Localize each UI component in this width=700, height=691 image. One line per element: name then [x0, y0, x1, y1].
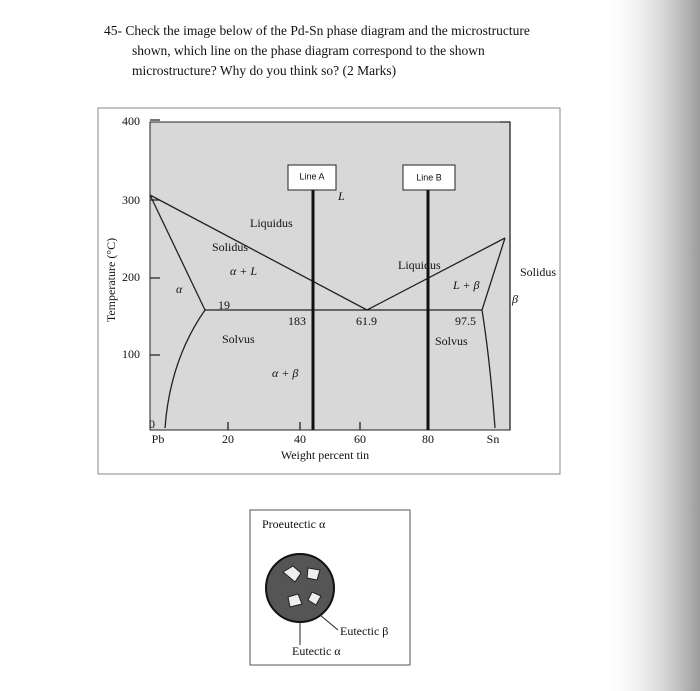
- eutectic-value: 97.5: [455, 314, 476, 328]
- question-line: microstructure? Why do you think so? (2 …: [132, 63, 396, 78]
- x-tick-label: 40: [294, 432, 306, 446]
- region-label: β: [511, 292, 518, 306]
- line-label: Line A: [299, 171, 324, 181]
- y-tick-label: 300: [122, 193, 140, 207]
- phase-curves: [149, 119, 511, 430]
- micro-label: Eutectic α: [292, 644, 341, 658]
- composition-lines: [311, 190, 430, 430]
- region-label: Solvus: [435, 334, 468, 348]
- region-label: Liquidus: [398, 258, 441, 272]
- region-label: Solvus: [222, 332, 255, 346]
- x-axis-label: Weight percent tin: [281, 448, 369, 462]
- region-label: Liquidus: [250, 216, 293, 230]
- x-tick-label: 60: [354, 432, 366, 446]
- y-tick-label: 100: [122, 347, 140, 361]
- x-tick-label: Pb: [152, 432, 165, 446]
- region-label: Solidus: [212, 240, 248, 254]
- micro-grains: [282, 565, 322, 608]
- micro-label: Proeutectic α: [262, 517, 326, 531]
- y-tick-label: 0: [149, 417, 155, 431]
- line-label: Line B: [416, 172, 442, 182]
- line-b-box: [402, 164, 456, 191]
- x-tick-label: 20: [222, 432, 234, 446]
- y-tick-label: 400: [122, 114, 140, 128]
- region-label: α + β: [272, 366, 298, 380]
- eutectic-value: 61.9: [356, 314, 377, 328]
- eutectic-value: 19: [218, 298, 230, 312]
- page-shadow: [600, 0, 700, 691]
- region-label: α + L: [230, 264, 257, 278]
- line-a-box: [287, 164, 337, 191]
- eutectic-value: 183: [288, 314, 306, 328]
- y-axis-label: Temperature (°C): [104, 238, 118, 322]
- x-tick-label: 80: [422, 432, 434, 446]
- y-tick-label: 200: [122, 270, 140, 284]
- micro-label: Eutectic β: [340, 624, 388, 638]
- micro-circle: [265, 553, 335, 623]
- region-label: Solidus: [520, 265, 556, 279]
- question-line: shown, which line on the phase diagram c…: [132, 43, 485, 58]
- question-line: 45- Check the image below of the Pd-Sn p…: [104, 23, 530, 38]
- region-label: L + β: [452, 278, 480, 292]
- region-label: α: [176, 282, 183, 296]
- region-label: L: [337, 189, 345, 203]
- pointer: [319, 614, 339, 631]
- x-tick-label: Sn: [487, 432, 500, 446]
